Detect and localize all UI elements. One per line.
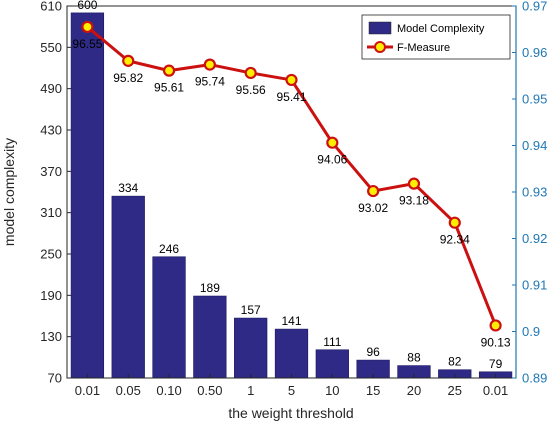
x-tick-label: 25 (448, 383, 462, 398)
right-y-tick-label: 0.91 (522, 278, 547, 293)
bar-value-label: 157 (241, 303, 261, 317)
x-tick-label: 15 (366, 383, 380, 398)
bar-value-label: 189 (200, 281, 220, 295)
bar-value-label: 334 (118, 181, 138, 195)
f-measure-point (244, 66, 257, 80)
left-y-tick-label: 70 (48, 371, 62, 386)
f-measure-point (122, 54, 135, 67)
left-y-tick-label: 610 (40, 0, 62, 14)
bar (70, 12, 105, 379)
x-tick-label: 10 (325, 383, 339, 398)
right-y-tick-label: 0.93 (522, 185, 547, 200)
left-y-axis-label: model complexity (1, 138, 17, 246)
bar (152, 256, 186, 379)
bar (315, 349, 349, 379)
bar-series (70, 12, 513, 379)
left-y-tick-label: 430 (40, 123, 62, 138)
f-measure-point (407, 177, 421, 190)
x-tick-label: 0.05 (116, 383, 141, 398)
bar (193, 295, 227, 379)
legend-label-f-measure: F-Measure (397, 42, 450, 54)
left-y-tick-label: 370 (40, 164, 62, 179)
bar-value-label: 88 (407, 351, 421, 365)
legend: Model Complexity F-Measure (361, 14, 511, 60)
bar (111, 195, 145, 379)
right-y-tick-label: 0.97 (522, 0, 547, 14)
bar-value-label: 111 (323, 335, 342, 349)
f-measure-point (203, 58, 216, 71)
f-measure-value-label: 90.13 (481, 335, 511, 349)
x-tick-label: 20 (407, 383, 421, 398)
f-measure-value-label: 93.18 (399, 194, 429, 208)
f-measure-value-label: 94.06 (317, 153, 347, 167)
legend-label-model-complexity: Model Complexity (397, 23, 485, 35)
bar-value-label: 141 (281, 314, 301, 328)
f-measure-point (326, 136, 339, 149)
f-measure-value-label: 92.34 (440, 233, 470, 247)
left-y-tick-label: 550 (40, 40, 62, 55)
f-measure-point (367, 184, 380, 198)
bar (234, 317, 268, 379)
bar-value-label: 82 (448, 355, 462, 369)
legend-bar-swatch (368, 21, 392, 35)
f-measure-point (81, 20, 94, 34)
f-measure-point (285, 73, 298, 87)
x-axis: 0.01 0.05 0.10 0.50 1 5 10 15 20 25 0.01 (75, 374, 508, 398)
x-tick-label: 1 (247, 383, 254, 398)
bar-value-label: 96 (366, 345, 380, 359)
right-y-axis: 0.89 0.9 0.91 0.92 0.93 0.94 0.95 0.96 0.97 (512, 0, 547, 386)
f-measure-value-label: 95.41 (276, 90, 306, 104)
left-y-tick-label: 310 (40, 205, 62, 220)
bar (274, 328, 309, 379)
x-tick-label: 0.01 (483, 383, 508, 398)
f-measure-value-label: 95.61 (154, 81, 184, 95)
right-y-tick-label: 0.96 (522, 45, 547, 60)
f-measure-point (448, 216, 461, 229)
bar-value-label: 79 (489, 357, 503, 371)
line-series (81, 20, 502, 332)
f-measure-value-label: 93.02 (358, 201, 388, 215)
x-tick-label: 0.10 (156, 383, 181, 398)
f-measure-line (86, 25, 497, 327)
right-y-tick-label: 0.92 (522, 231, 547, 246)
f-measure-value-label: 95.56 (236, 83, 266, 97)
f-measure-point (489, 319, 502, 332)
f-measure-value-label: 95.82 (113, 71, 143, 85)
x-tick-label: 5 (288, 383, 295, 398)
right-y-tick-label: 0.89 (522, 371, 547, 386)
right-y-tick-label: 0.94 (522, 138, 547, 153)
left-y-tick-label: 190 (40, 288, 62, 303)
left-y-tick-label: 130 (40, 329, 62, 344)
x-tick-label: 0.01 (75, 383, 100, 398)
left-y-axis: 70 130 190 250 310 370 430 490 550 610 (40, 0, 71, 386)
left-y-tick-label: 490 (40, 81, 62, 96)
f-measure-point (162, 64, 176, 77)
x-axis-label: the weight threshold (228, 405, 353, 421)
right-y-tick-label: 0.9 (522, 324, 540, 339)
f-measure-value-label: 96.55 (72, 37, 102, 51)
f-measure-value-label: 95.74 (195, 75, 225, 89)
left-y-tick-label: 250 (40, 247, 62, 262)
bar-value-label: 246 (159, 242, 179, 256)
right-y-tick-label: 0.95 (522, 92, 547, 107)
x-tick-label: 0.50 (197, 383, 222, 398)
legend-marker-swatch (374, 41, 386, 53)
